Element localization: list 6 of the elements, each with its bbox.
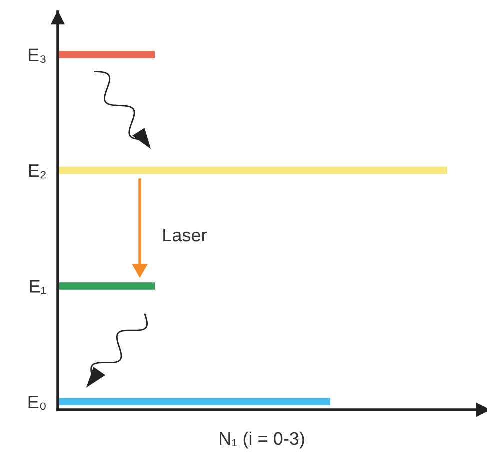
y-tick-label: E₃ <box>28 48 46 63</box>
y-tick-label: E₀ <box>28 396 46 410</box>
annotation: Laser <box>164 229 207 242</box>
x-axis-title: N₁ (i = 0-3) <box>220 432 304 449</box>
y-tick-label: E₁ <box>30 280 46 294</box>
y-tick-label: E₂ <box>29 164 46 179</box>
